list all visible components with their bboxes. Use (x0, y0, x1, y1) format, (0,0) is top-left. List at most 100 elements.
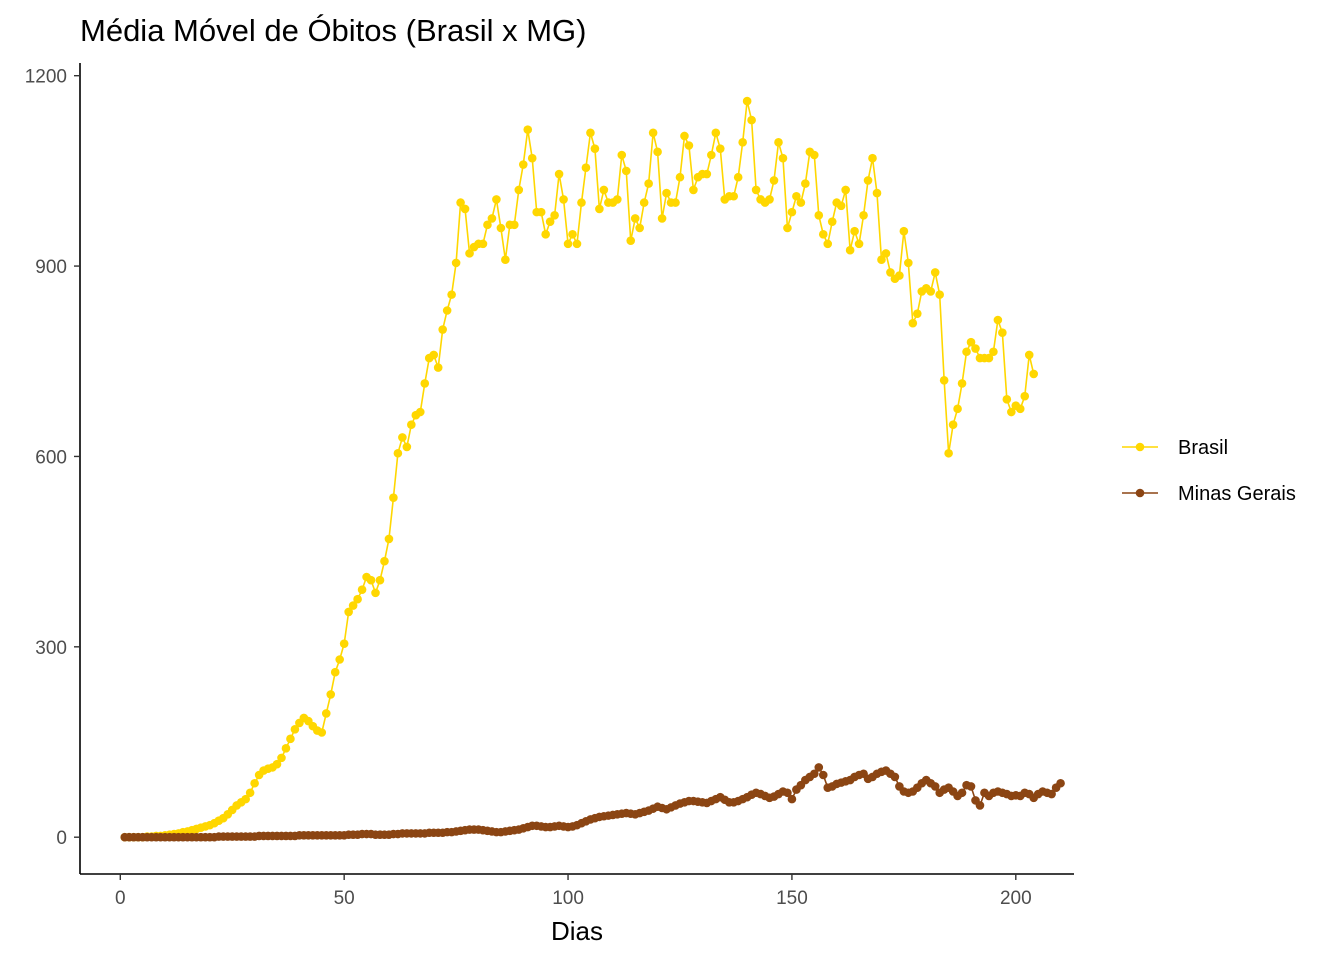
data-point-brasil (483, 220, 492, 230)
data-point-brasil (438, 325, 447, 334)
data-point-brasil (510, 220, 519, 230)
data-point-brasil (707, 150, 716, 160)
data-point-brasil (326, 690, 336, 699)
data-point-brasil (801, 179, 810, 188)
data-point-brasil (460, 204, 470, 214)
data-point-brasil (451, 258, 461, 268)
series-brasil (120, 96, 1038, 842)
data-point-brasil (523, 125, 533, 134)
data-point-brasil (393, 448, 403, 458)
data-point-brasil (487, 214, 497, 223)
data-point-brasil (281, 744, 291, 753)
legend-label: Minas Gerais (1178, 483, 1296, 505)
data-point-brasil (939, 375, 949, 385)
data-point-brasil (935, 290, 944, 299)
data-point-brasil (1002, 395, 1012, 404)
data-point-brasil (675, 172, 685, 182)
data-point-brasil (572, 239, 582, 249)
y-tick-label: 0 (56, 828, 67, 849)
data-point-brasil (492, 195, 501, 204)
data-point-brasil (684, 141, 694, 150)
data-point-brasil (272, 759, 282, 769)
data-point-minas-gerais (787, 794, 797, 804)
data-point-brasil (993, 315, 1003, 325)
data-point-brasil (447, 290, 456, 299)
data-point-brasil (827, 217, 837, 226)
legend-key-point (1135, 488, 1145, 498)
data-point-brasil (814, 211, 824, 220)
data-point-brasil (765, 195, 774, 204)
data-point-brasil (617, 150, 627, 160)
data-point-brasil (1020, 391, 1030, 401)
data-point-brasil (792, 191, 801, 201)
data-point-brasil (527, 153, 537, 163)
data-point-brasil (599, 185, 609, 195)
data-point-brasil (433, 363, 443, 372)
data-point-brasil (380, 556, 389, 566)
data-point-brasil (729, 191, 739, 201)
data-point-brasil (339, 639, 349, 648)
data-point-brasil (335, 655, 344, 664)
data-point-minas-gerais (810, 769, 819, 779)
data-point-brasil (899, 226, 909, 236)
data-point-brasil (348, 601, 358, 610)
data-point-brasil (250, 778, 259, 788)
data-point-brasil (554, 169, 564, 179)
data-point-brasil (626, 236, 636, 245)
data-point-minas-gerais (814, 763, 824, 772)
data-point-brasil (823, 239, 833, 249)
data-point-brasil (581, 163, 591, 173)
data-point-brasil (245, 788, 255, 798)
data-point-brasil (796, 198, 806, 207)
data-point-brasil (989, 347, 998, 357)
data-point-minas-gerais (957, 788, 967, 798)
data-point-brasil (630, 214, 640, 223)
data-point-brasil (286, 734, 295, 744)
data-point-brasil (1029, 369, 1038, 379)
data-point-brasil (971, 344, 980, 353)
data-point-brasil (465, 249, 474, 258)
plot-area (120, 96, 1065, 842)
data-point-brasil (859, 211, 868, 220)
series-line-minas-gerais (124, 765, 1062, 838)
data-point-minas-gerais (783, 788, 792, 798)
data-point-brasil (501, 255, 510, 265)
data-point-brasil (639, 198, 649, 207)
data-point-brasil (514, 185, 524, 195)
data-point-brasil (912, 309, 922, 318)
data-point-brasil (1007, 407, 1016, 417)
data-point-brasil (456, 198, 465, 207)
data-point-brasil (877, 255, 886, 265)
data-point-brasil (321, 709, 331, 718)
data-point-brasil (774, 138, 783, 147)
data-point-brasil (559, 195, 568, 204)
data-point-brasil (648, 128, 658, 138)
y-tick-label: 600 (35, 447, 67, 468)
data-point-brasil (1024, 350, 1034, 360)
x-tick-label: 50 (334, 888, 355, 909)
data-point-brasil (357, 585, 367, 595)
data-point-brasil (702, 169, 712, 179)
data-point-brasil (738, 138, 747, 147)
data-point-minas-gerais (1056, 778, 1065, 788)
data-point-brasil (407, 420, 416, 430)
data-point-brasil (657, 214, 667, 223)
data-point-minas-gerais (975, 801, 985, 810)
series-line-brasil (124, 100, 1035, 838)
data-point-brasil (733, 172, 743, 182)
data-point-brasil (371, 588, 380, 598)
data-point-minas-gerais (818, 770, 828, 780)
legend-key-point (1135, 442, 1145, 452)
y-tick-label: 300 (35, 638, 67, 659)
data-point-brasil (881, 249, 891, 258)
data-point-brasil (953, 404, 962, 414)
data-point-brasil (966, 337, 976, 347)
data-point-brasil (671, 198, 680, 207)
data-point-brasil (568, 230, 577, 239)
data-point-brasil (317, 728, 327, 737)
data-point-minas-gerais (966, 782, 976, 791)
data-point-minas-gerais (1047, 789, 1056, 799)
data-point-brasil (577, 198, 586, 207)
legend-label: Brasil (1178, 437, 1228, 459)
